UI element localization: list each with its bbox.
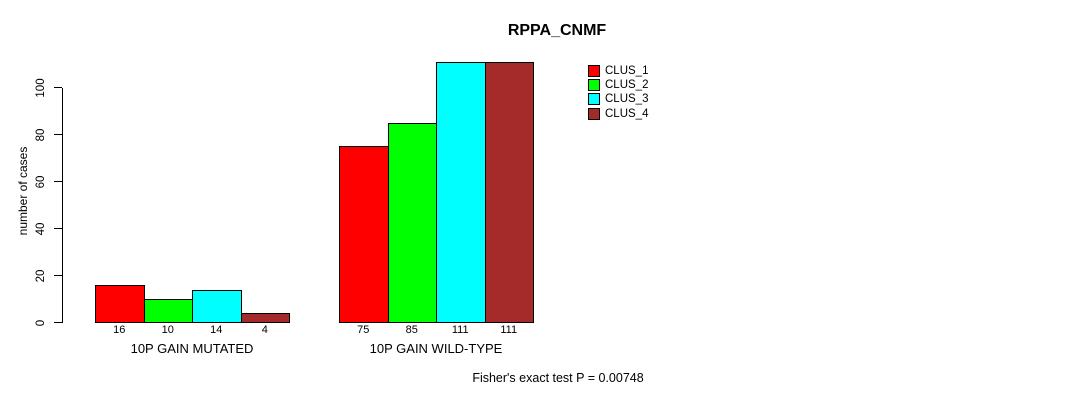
group-label: 10P GAIN WILD-TYPE bbox=[369, 341, 503, 356]
y-tick-label: 80 bbox=[35, 128, 47, 141]
bar-clus_1-group1 bbox=[95, 284, 145, 323]
bar-value-label: 85 bbox=[405, 324, 418, 336]
y-tick bbox=[54, 181, 62, 182]
legend-label: CLUS_3 bbox=[605, 93, 649, 106]
bar-clus_3-group2 bbox=[436, 61, 486, 323]
bar-clus_4-group2 bbox=[484, 61, 534, 323]
legend-swatch-clus_1 bbox=[588, 65, 600, 78]
bar-clus_3-group1 bbox=[192, 289, 242, 323]
legend-swatch-clus_2 bbox=[588, 79, 600, 92]
bar-clus_2-group2 bbox=[387, 122, 437, 323]
y-tick-label: 20 bbox=[35, 269, 47, 282]
bar-value-label: 75 bbox=[357, 324, 370, 336]
bar-value-label: 4 bbox=[261, 324, 268, 336]
fisher-test-annotation: Fisher's exact test P = 0.00748 bbox=[472, 371, 644, 385]
bar-value-label: 16 bbox=[113, 324, 126, 336]
y-tick-label: 0 bbox=[35, 319, 47, 326]
y-tick-label: 100 bbox=[35, 77, 47, 98]
legend-row: CLUS_1 bbox=[588, 64, 648, 78]
y-axis-line bbox=[62, 87, 63, 323]
bar-clus_2-group1 bbox=[143, 299, 193, 323]
y-tick bbox=[54, 87, 62, 88]
group-label: 10P GAIN MUTATED bbox=[130, 341, 254, 356]
y-tick bbox=[54, 228, 62, 229]
y-tick bbox=[54, 134, 62, 135]
bar-clus_4-group1 bbox=[240, 313, 290, 323]
legend-swatch-clus_3 bbox=[588, 93, 600, 106]
legend-label: CLUS_2 bbox=[605, 79, 649, 92]
legend-label: CLUS_4 bbox=[605, 107, 649, 120]
legend-label: CLUS_1 bbox=[605, 65, 649, 78]
legend: CLUS_1 CLUS_2 CLUS_3 CLUS_4 bbox=[588, 64, 648, 121]
legend-swatch-clus_4 bbox=[588, 107, 600, 120]
legend-row: CLUS_2 bbox=[588, 78, 648, 92]
legend-row: CLUS_4 bbox=[588, 107, 648, 121]
y-tick-label: 40 bbox=[35, 222, 47, 235]
bar-value-label: 10 bbox=[161, 324, 174, 336]
bar-value-label: 111 bbox=[500, 324, 518, 336]
chart-title: RPPA_CNMF bbox=[507, 22, 607, 39]
y-tick bbox=[54, 322, 62, 323]
bar-clus_1-group2 bbox=[339, 146, 389, 323]
y-axis-label: number of cases bbox=[16, 146, 30, 236]
bar-value-label: 14 bbox=[210, 324, 223, 336]
bar-value-label: 111 bbox=[451, 324, 469, 336]
y-tick bbox=[54, 275, 62, 276]
y-tick-label: 60 bbox=[35, 175, 47, 188]
legend-row: CLUS_3 bbox=[588, 92, 648, 106]
